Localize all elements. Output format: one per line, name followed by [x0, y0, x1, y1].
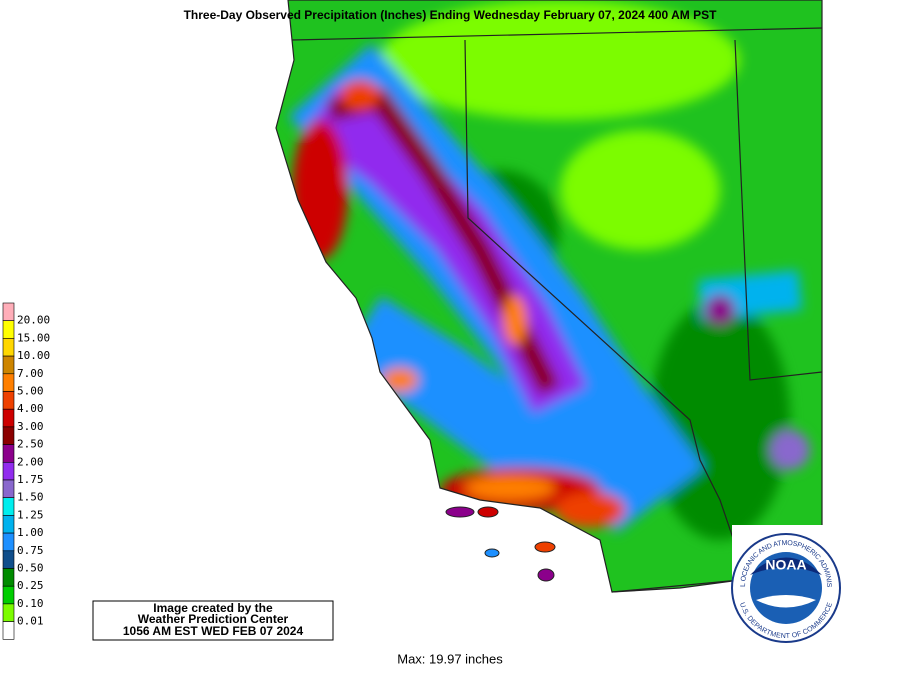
legend-swatch — [2, 426, 15, 445]
legend-label: 1.50 — [17, 491, 44, 504]
logo-disc — [750, 552, 822, 624]
islands — [445, 506, 556, 582]
legend-label: 7.00 — [17, 367, 44, 380]
legend-swatch — [2, 497, 15, 516]
credit-box — [92, 600, 334, 641]
legend-swatch — [2, 479, 15, 499]
legend-label: 15.00 — [17, 331, 50, 344]
legend-label: 2.00 — [17, 455, 44, 468]
legend-swatch — [2, 338, 15, 357]
logo-name: NOAA — [765, 557, 806, 573]
legend-label: 4.00 — [17, 402, 44, 415]
legend-label: 20.00 — [17, 314, 50, 327]
legend-swatch — [2, 515, 15, 534]
state-border — [734, 39, 823, 381]
legend-swatch — [2, 373, 15, 392]
legend-label: 10.00 — [17, 349, 50, 362]
legend-label: 2.50 — [17, 438, 44, 451]
map-title: Three-Day Observed Precipitation (Inches… — [184, 8, 718, 22]
legend-label: 0.01 — [17, 615, 44, 628]
credit-line: Image created by the — [153, 601, 273, 615]
credit-line: Weather Prediction Center — [138, 612, 289, 626]
legend-swatch — [2, 320, 15, 339]
legend-swatch — [2, 408, 15, 428]
state-border — [464, 39, 751, 589]
logo-wave — [756, 595, 816, 608]
legend-label: 0.10 — [17, 597, 44, 610]
logo-bird — [750, 557, 822, 575]
state-border — [291, 27, 823, 41]
legend-label: 1.00 — [17, 526, 44, 539]
legend-swatch — [2, 355, 15, 375]
map — [275, 0, 823, 593]
precip-field — [288, 0, 810, 540]
legend-swatch — [2, 302, 15, 322]
legend-swatch — [2, 585, 15, 605]
legend-label: 0.75 — [17, 544, 44, 557]
legend-label: 5.00 — [17, 385, 44, 398]
legend-swatch — [2, 532, 15, 552]
legend-swatch — [2, 550, 15, 569]
legend: 20.00 15.00 10.00 7.00 5.00 4.00 3.00 2.50 2.00 1… — [2, 302, 50, 640]
legend-swatch — [2, 444, 15, 463]
legend-label: 1.25 — [17, 508, 44, 521]
legend-label: 0.25 — [17, 579, 44, 592]
credit-line: 1056 AM EST WED FEB 07 2024 — [123, 624, 304, 638]
legend-swatch — [2, 568, 15, 587]
max-note: Max: 19.97 inches — [397, 651, 503, 666]
legend-swatch — [2, 461, 15, 481]
legend-label: 3.00 — [17, 420, 44, 433]
legend-swatch — [2, 621, 15, 640]
legend-label: 0.50 — [17, 562, 44, 575]
legend-label: 1.75 — [17, 473, 44, 486]
legend-swatch — [2, 391, 15, 410]
legend-swatch — [2, 603, 15, 622]
